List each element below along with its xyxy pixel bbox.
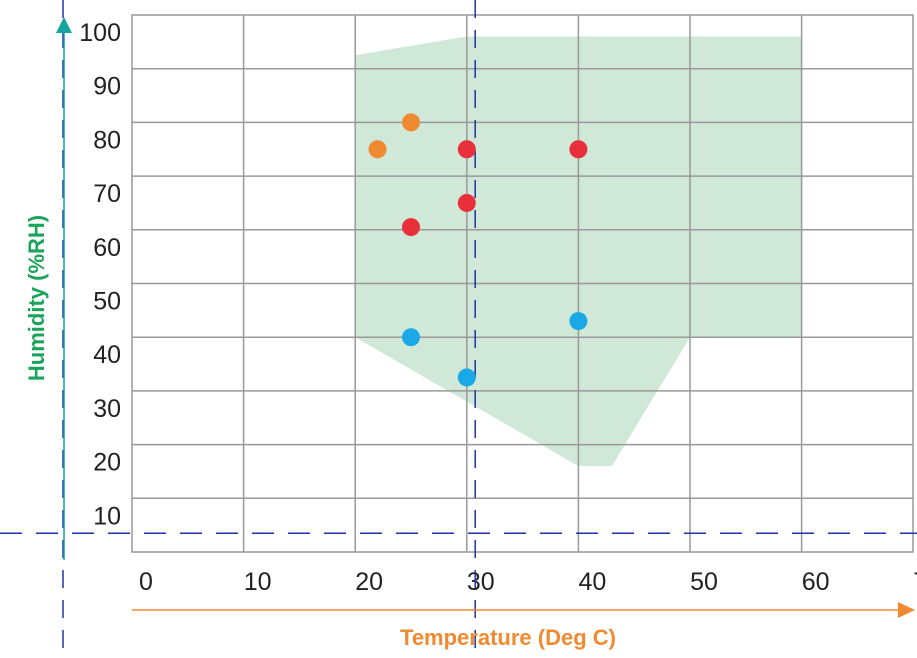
- x-tick-label: 30: [467, 568, 495, 596]
- x-tick-label: 10: [244, 568, 272, 596]
- data-point: [402, 328, 420, 347]
- y-tick-label: 40: [93, 341, 121, 369]
- y-axis-arrowhead: [56, 17, 72, 33]
- x-axis-arrowhead: [898, 602, 915, 618]
- y-tick-label: 20: [93, 449, 121, 477]
- x-axis-label: Temperature (Deg C): [400, 625, 616, 650]
- data-point: [569, 140, 588, 159]
- y-axis-label: Humidity (%RH): [24, 215, 49, 381]
- grid: [132, 15, 913, 552]
- x-tick-label: 50: [690, 568, 718, 596]
- data-point: [457, 193, 476, 212]
- x-tick-label: 20: [355, 568, 383, 596]
- data-points: [368, 113, 588, 387]
- y-tick-label: 70: [93, 180, 121, 208]
- x-tick-label: 70: [913, 568, 917, 596]
- data-point: [402, 218, 420, 237]
- y-tick-label: 10: [93, 502, 121, 530]
- y-tick-label: 90: [93, 73, 121, 101]
- x-axis: [132, 602, 915, 618]
- y-tick-label: 30: [93, 395, 121, 423]
- y-tick-labels: 10 20 30 40 50 60 70 80 90 100: [79, 19, 121, 530]
- data-point: [368, 140, 387, 159]
- y-tick-label: 50: [93, 288, 121, 316]
- data-point: [457, 140, 476, 159]
- data-point: [457, 368, 476, 387]
- x-tick-label: 0: [139, 568, 153, 596]
- data-point: [569, 312, 588, 331]
- y-axis: [56, 17, 72, 560]
- x-tick-label: 40: [578, 568, 606, 596]
- y-tick-label: 80: [93, 126, 121, 154]
- data-point: [402, 113, 420, 132]
- y-tick-label: 100: [79, 19, 121, 47]
- x-tick-labels: 0 10 20 30 40 50 60 70: [139, 568, 917, 596]
- x-tick-label: 60: [802, 568, 830, 596]
- y-tick-label: 60: [93, 234, 121, 262]
